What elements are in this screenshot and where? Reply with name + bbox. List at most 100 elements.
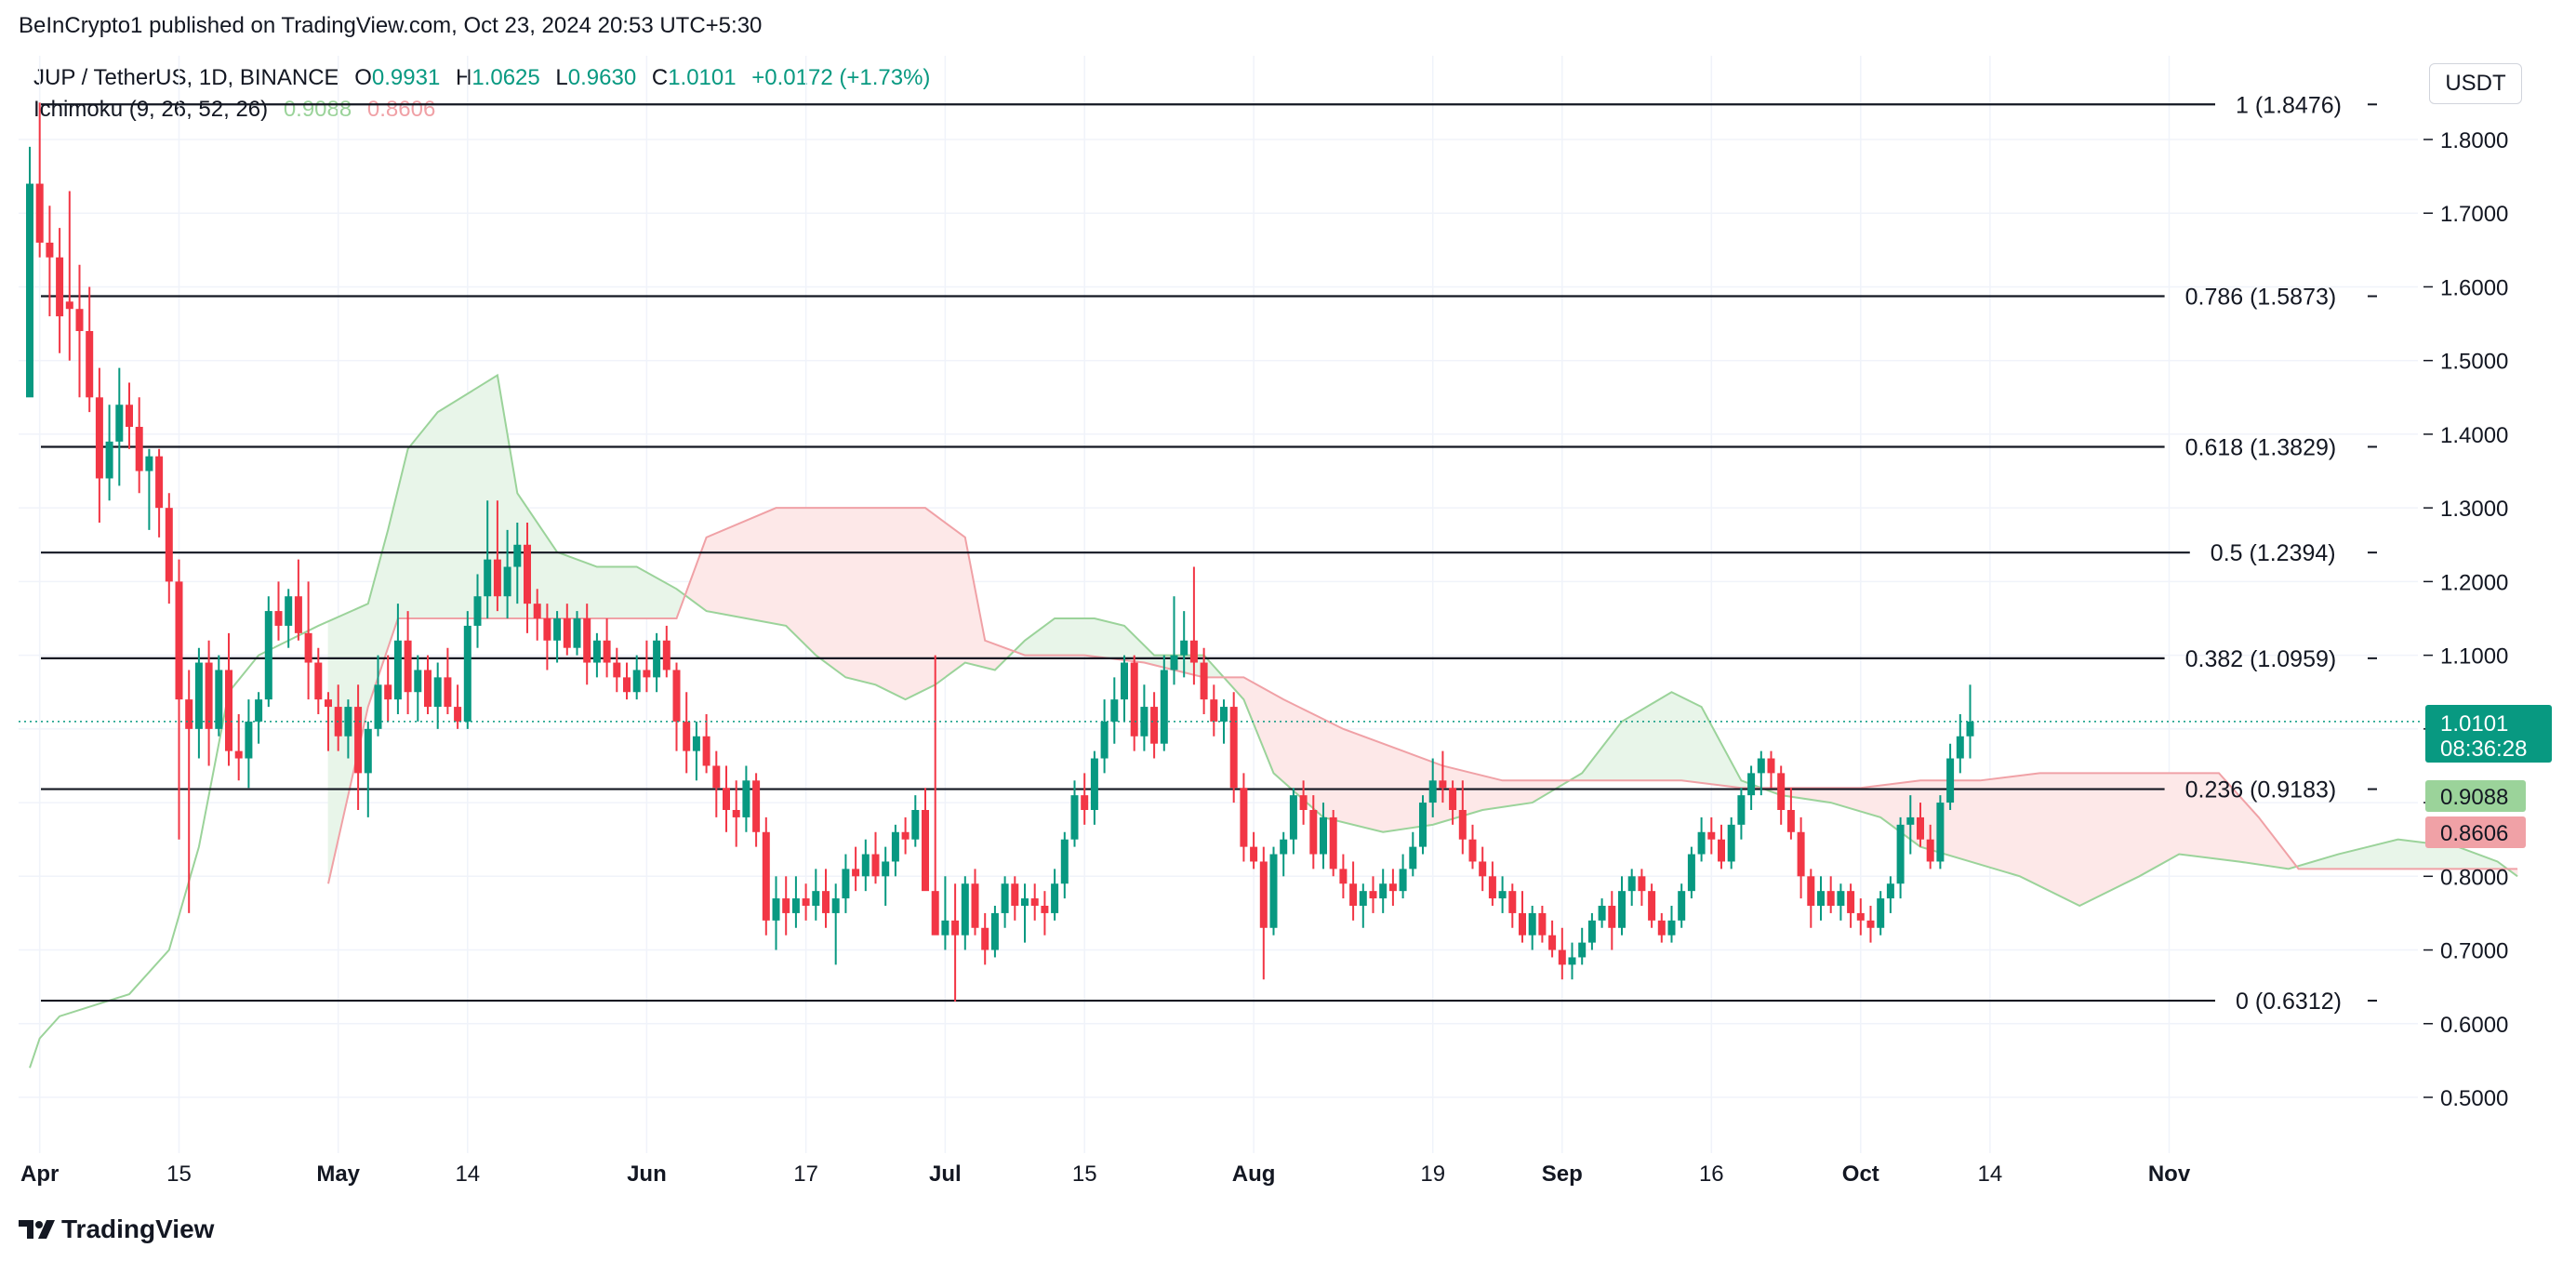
candle-body bbox=[274, 611, 283, 626]
candle-body bbox=[1160, 670, 1168, 744]
cloud-segment bbox=[1999, 776, 2011, 874]
candle-body bbox=[1966, 721, 1974, 737]
candle-body bbox=[165, 508, 173, 582]
candle-body bbox=[1240, 788, 1248, 847]
candle-body bbox=[1538, 912, 1547, 936]
candle-body bbox=[592, 640, 601, 663]
indicator-legend[interactable]: Ichimoku (9, 26, 52, 26) 0.9088 0.8606 bbox=[33, 97, 445, 123]
candle-body bbox=[1269, 854, 1278, 928]
cloud-segment bbox=[1979, 778, 1991, 869]
cloud-segment bbox=[596, 566, 607, 619]
leading-span-a bbox=[29, 373, 2518, 1069]
y-tick-label: 1.5000 bbox=[2440, 350, 2508, 375]
ichimoku-spans bbox=[29, 373, 2518, 1069]
candle-body bbox=[563, 618, 571, 648]
candle-body bbox=[1657, 920, 1666, 936]
y-tick-label: 1.7000 bbox=[2440, 202, 2508, 227]
candle-body bbox=[1021, 898, 1029, 906]
high-value: 1.0625 bbox=[471, 65, 540, 90]
fib-label: 0.786 (1.5873) bbox=[2185, 285, 2337, 311]
candle-body bbox=[65, 301, 73, 310]
cloud-segment bbox=[407, 435, 418, 619]
candle-body bbox=[314, 662, 323, 700]
candle-body bbox=[1320, 816, 1327, 855]
candle-body bbox=[712, 765, 721, 789]
candle-body bbox=[762, 831, 770, 921]
candle-body bbox=[1200, 662, 1208, 700]
cloud-segment bbox=[935, 514, 946, 686]
candle-body bbox=[115, 405, 124, 442]
candle-body bbox=[1458, 810, 1467, 840]
time-axis: Apr 15 May 14 Jun 17 Jul 15 Aug 19 Sep 16 Oct 14 Nov bbox=[20, 1161, 2191, 1187]
x-tick-label: 14 bbox=[455, 1161, 480, 1187]
candle-body bbox=[1697, 831, 1706, 855]
x-tick-label: 17 bbox=[793, 1161, 818, 1187]
cloud-segment bbox=[785, 507, 797, 637]
cloud-segment bbox=[805, 507, 817, 657]
candle-body bbox=[672, 670, 681, 722]
cloud-segment bbox=[397, 448, 408, 619]
candle-body bbox=[234, 750, 243, 759]
candle-body bbox=[723, 788, 730, 810]
footer-brand: TradingView bbox=[61, 1215, 215, 1243]
candle-body bbox=[822, 891, 830, 913]
candle-body bbox=[1777, 773, 1786, 810]
candle-body bbox=[1747, 773, 1756, 796]
cloud-segment bbox=[825, 507, 837, 671]
candle-body bbox=[384, 684, 392, 700]
candle-body bbox=[484, 559, 492, 597]
candle-body bbox=[1399, 869, 1407, 892]
candle-body bbox=[911, 810, 920, 840]
candle-body bbox=[135, 427, 143, 471]
candle-body bbox=[1051, 883, 1059, 913]
cloud-segment bbox=[2089, 772, 2100, 902]
cloud-segment bbox=[1472, 772, 1483, 814]
candle-body bbox=[1707, 831, 1716, 840]
candle-body bbox=[374, 684, 382, 729]
candle-body bbox=[1090, 758, 1098, 810]
candle-body bbox=[1280, 839, 1288, 855]
candle-body bbox=[1011, 883, 1019, 906]
symbol-legend: JUP / TetherUS, 1D, BINANCE O0.9931 H1.0… bbox=[33, 65, 939, 91]
cloud-segment bbox=[1651, 697, 1663, 781]
cloud-segment bbox=[945, 522, 956, 679]
candle-body bbox=[1001, 883, 1009, 913]
cloud-segment bbox=[1511, 779, 1523, 806]
cloud-segment bbox=[835, 507, 846, 679]
candle-body bbox=[971, 883, 979, 928]
cloud-segment bbox=[875, 507, 886, 691]
candle-body bbox=[802, 898, 810, 906]
cloud-segment bbox=[417, 423, 429, 619]
candle-body bbox=[613, 662, 621, 678]
tradingview-footer[interactable]: TradingView bbox=[19, 1215, 214, 1244]
candle-body bbox=[404, 640, 412, 693]
cloud-segment bbox=[467, 387, 478, 619]
symbol-name[interactable]: JUP / TetherUS, 1D, BINANCE bbox=[33, 65, 339, 90]
candle-body bbox=[1817, 891, 1825, 906]
cloud-segment bbox=[1492, 777, 1503, 809]
candle-body bbox=[931, 891, 939, 936]
cloud-segment bbox=[2099, 772, 2110, 897]
candle-body bbox=[1250, 846, 1258, 862]
candle-body bbox=[623, 677, 631, 693]
cloud-segment bbox=[815, 507, 827, 664]
cloud-segment bbox=[636, 565, 647, 619]
candle-body bbox=[86, 331, 94, 398]
currency-button[interactable]: USDT bbox=[2429, 63, 2522, 104]
candle-body bbox=[1648, 891, 1656, 921]
cloud-segment bbox=[1720, 743, 1733, 788]
chart-grid bbox=[19, 56, 2418, 1153]
last-price-value: 1.0101 bbox=[2440, 711, 2508, 737]
candle-body bbox=[1081, 795, 1089, 810]
cloud-segment bbox=[715, 528, 727, 616]
candle-body bbox=[1488, 876, 1496, 899]
x-tick-label: 15 bbox=[166, 1161, 192, 1187]
cloud-segment bbox=[1691, 701, 1702, 784]
x-tick-label: Nov bbox=[2148, 1161, 2191, 1187]
span-a-badge-value: 0.9088 bbox=[2440, 785, 2508, 810]
indicator-name[interactable]: Ichimoku (9, 26, 52, 26) bbox=[33, 97, 269, 122]
candle-body bbox=[1388, 883, 1397, 892]
cloud-segment bbox=[1631, 709, 1642, 781]
cloud-segment bbox=[1113, 622, 1125, 661]
